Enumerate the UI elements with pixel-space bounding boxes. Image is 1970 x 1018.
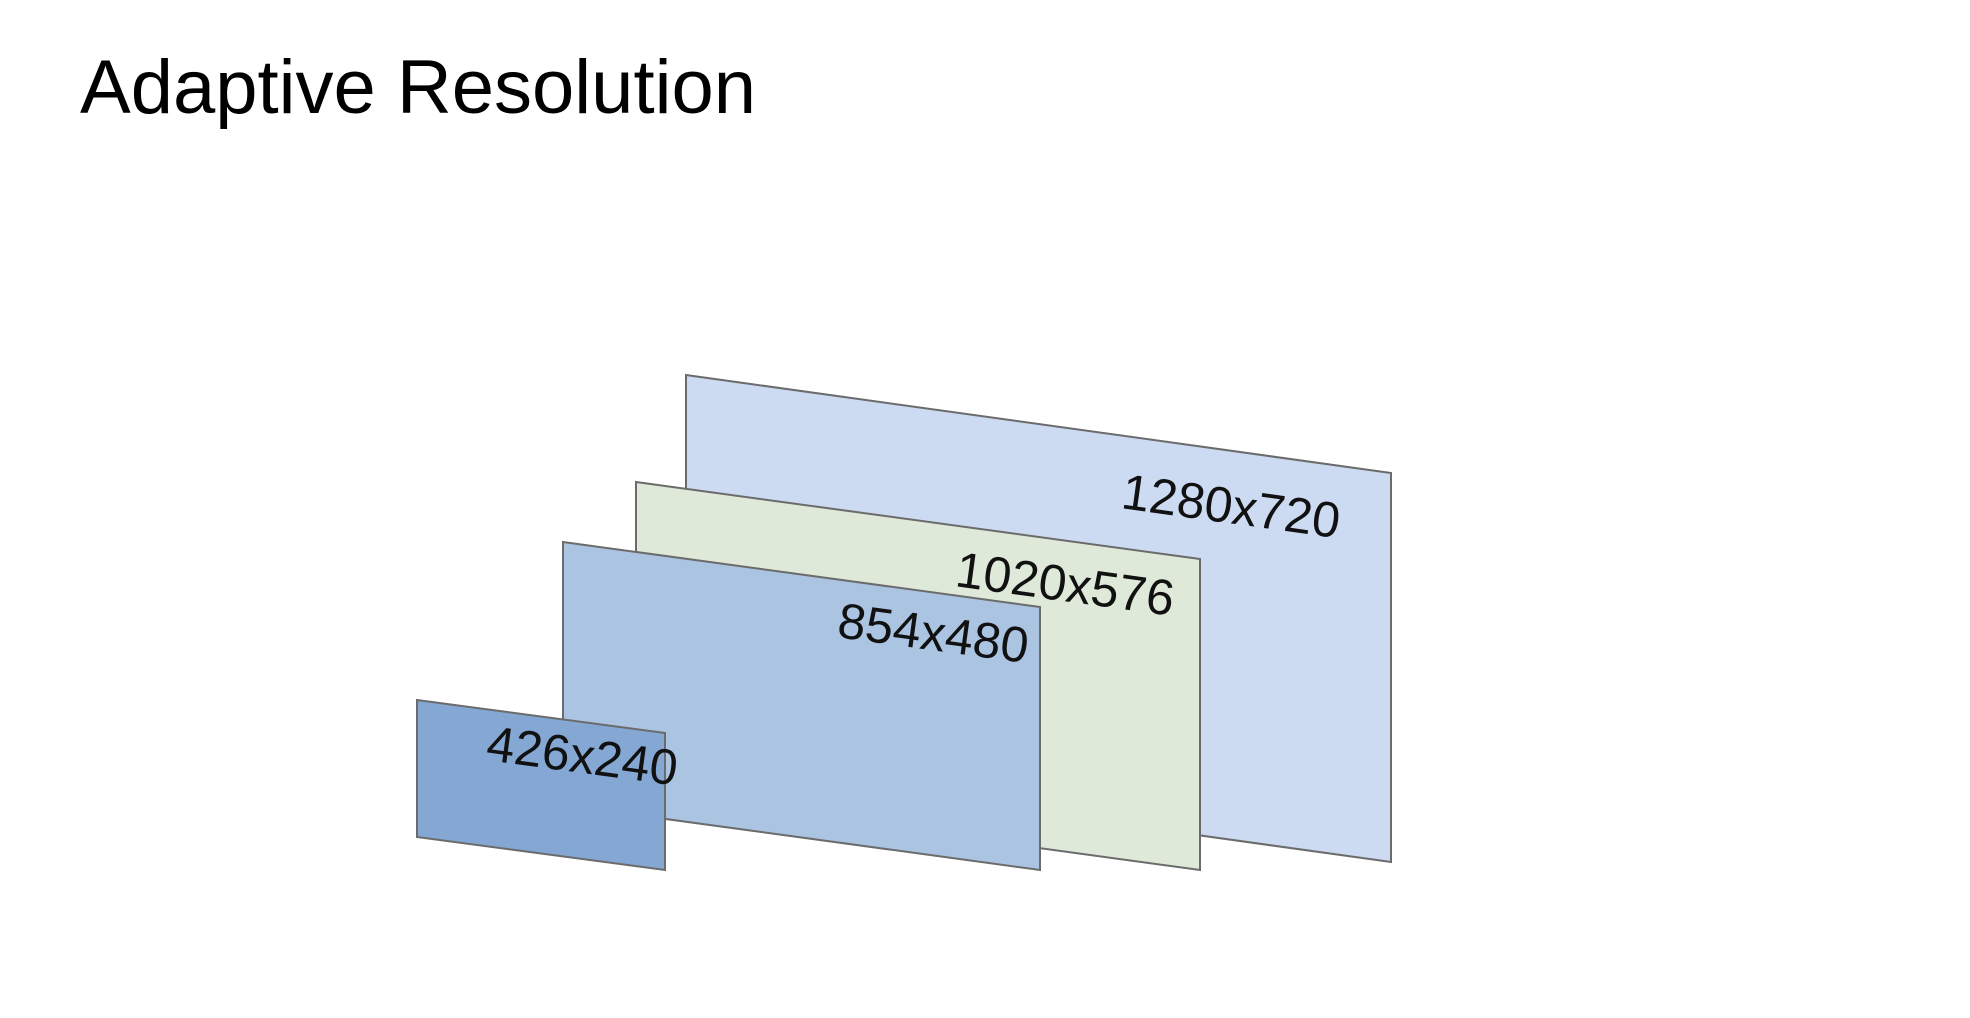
frame-854x480-panel xyxy=(562,540,1041,872)
frame-426x240-panel xyxy=(416,698,666,872)
slide-title: Adaptive Resolution xyxy=(80,45,756,130)
frame-854x480: 854x480 xyxy=(562,540,1041,872)
